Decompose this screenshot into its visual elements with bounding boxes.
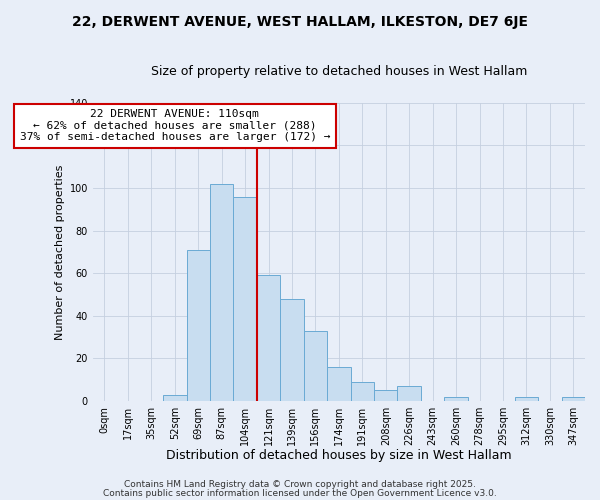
Bar	[562, 397, 585, 401]
Bar	[233, 196, 257, 401]
Bar	[374, 390, 397, 401]
Bar	[257, 276, 280, 401]
Bar	[445, 397, 468, 401]
Bar	[327, 367, 350, 401]
Bar	[163, 394, 187, 401]
Bar	[304, 331, 327, 401]
Text: 22, DERWENT AVENUE, WEST HALLAM, ILKESTON, DE7 6JE: 22, DERWENT AVENUE, WEST HALLAM, ILKESTO…	[72, 15, 528, 29]
Y-axis label: Number of detached properties: Number of detached properties	[55, 164, 65, 340]
Text: Contains public sector information licensed under the Open Government Licence v3: Contains public sector information licen…	[103, 488, 497, 498]
Title: Size of property relative to detached houses in West Hallam: Size of property relative to detached ho…	[151, 65, 527, 78]
Bar	[187, 250, 210, 401]
Text: Contains HM Land Registry data © Crown copyright and database right 2025.: Contains HM Land Registry data © Crown c…	[124, 480, 476, 489]
Text: 22 DERWENT AVENUE: 110sqm
← 62% of detached houses are smaller (288)
37% of semi: 22 DERWENT AVENUE: 110sqm ← 62% of detac…	[20, 109, 330, 142]
Bar	[350, 382, 374, 401]
Bar	[515, 397, 538, 401]
X-axis label: Distribution of detached houses by size in West Hallam: Distribution of detached houses by size …	[166, 450, 512, 462]
Bar	[397, 386, 421, 401]
Bar	[210, 184, 233, 401]
Bar	[280, 299, 304, 401]
